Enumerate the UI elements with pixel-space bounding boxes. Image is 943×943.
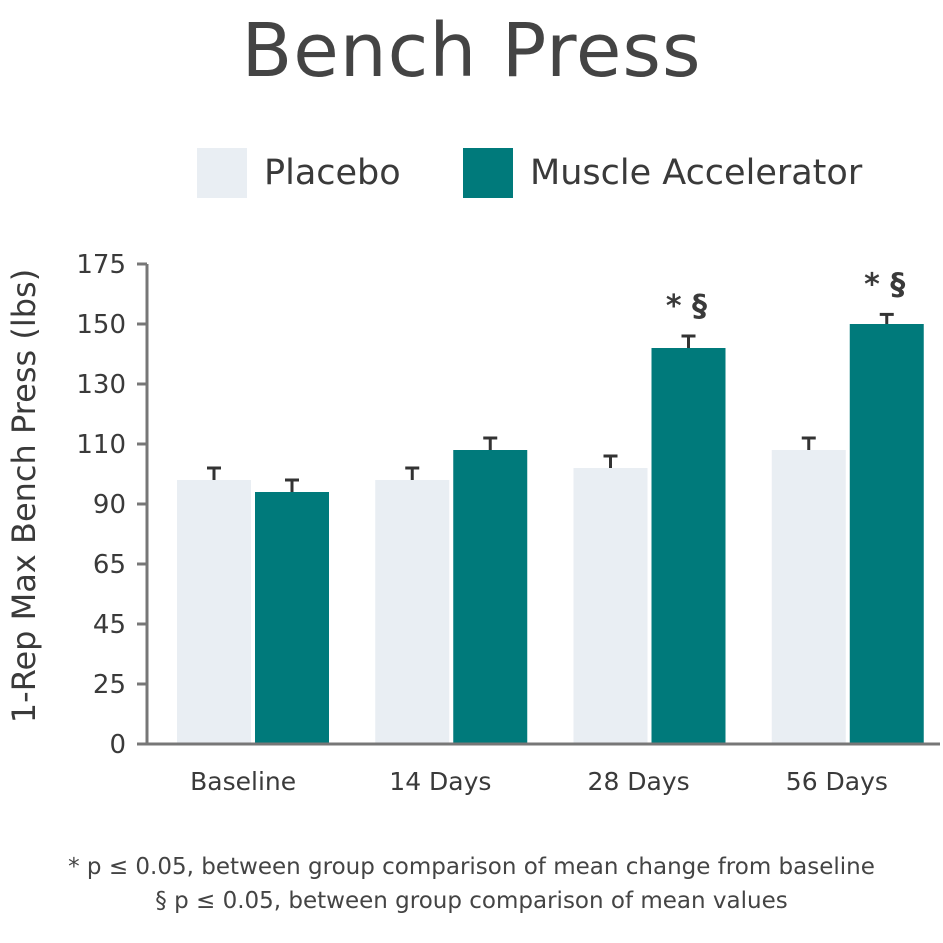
legend: Placebo Muscle Accelerator xyxy=(0,148,943,198)
x-tick-label: Baseline xyxy=(190,767,296,796)
chart-title: Bench Press xyxy=(241,8,702,94)
significance-annotation: * § xyxy=(864,267,905,302)
y-tick-label: 130 xyxy=(76,370,126,400)
y-tick-label: 25 xyxy=(93,670,126,700)
legend-label-muscle-accelerator: Muscle Accelerator xyxy=(530,153,863,193)
y-tick-label: 65 xyxy=(93,550,126,580)
legend-item-muscle-accelerator: Muscle Accelerator xyxy=(463,148,862,198)
footnote-2: § p ≤ 0.05, between group comparison of … xyxy=(155,888,788,914)
y-tick-label: 175 xyxy=(76,250,126,280)
legend-swatch-muscle-accelerator xyxy=(463,148,513,198)
bar-placebo-1 xyxy=(375,480,450,744)
legend-swatch-placebo xyxy=(197,148,247,198)
bar-placebo-3 xyxy=(771,450,846,744)
legend-label-placebo: Placebo xyxy=(264,153,401,193)
y-tick-label: 45 xyxy=(93,610,126,640)
legend-item-placebo: Placebo xyxy=(197,148,401,198)
x-tick-label: 14 Days xyxy=(389,767,491,796)
y-axis-label: 1-Rep Max Bench Press (lbs) xyxy=(5,269,43,723)
x-tick-label: 56 Days xyxy=(786,767,888,796)
bar-placebo-0 xyxy=(177,480,251,744)
footnote-1: * p ≤ 0.05, between group comparison of … xyxy=(68,854,875,880)
x-tick-label: 28 Days xyxy=(588,767,690,796)
y-tick-label: 150 xyxy=(76,310,126,340)
bar-muscle-accelerator-1 xyxy=(453,450,528,744)
bar-muscle-accelerator-0 xyxy=(255,492,329,744)
bar-placebo-2 xyxy=(573,468,648,744)
y-tick-label: 0 xyxy=(109,730,126,760)
y-tick-label: 110 xyxy=(76,430,126,460)
significance-annotation: * § xyxy=(666,289,707,324)
bar-muscle-accelerator-3 xyxy=(849,324,924,744)
bar-muscle-accelerator-2 xyxy=(651,348,726,744)
y-tick-label: 90 xyxy=(93,490,126,520)
